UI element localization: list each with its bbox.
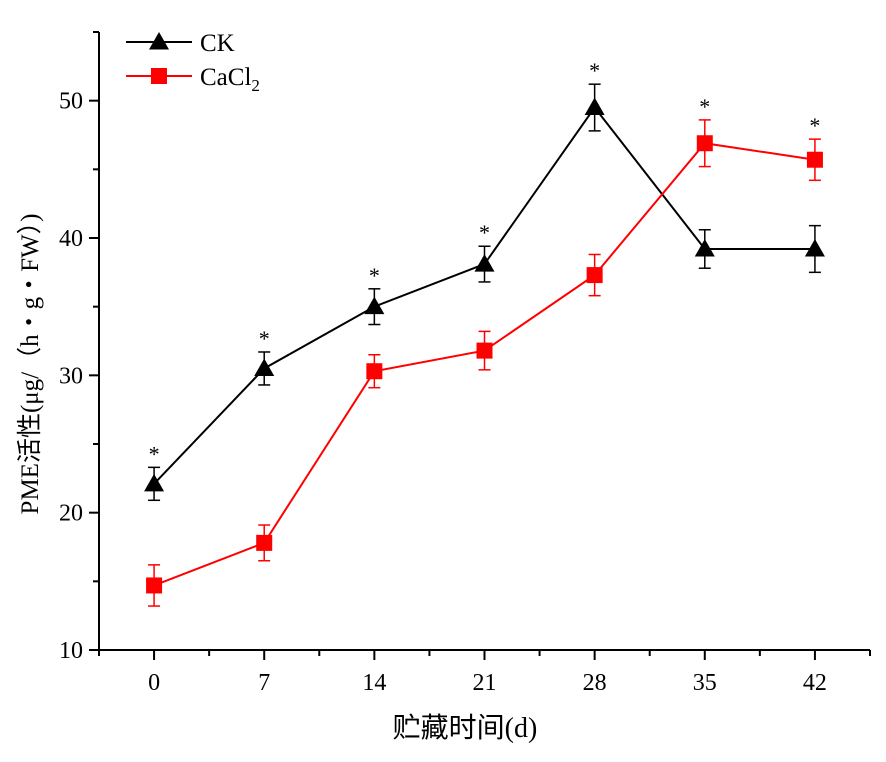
x-tick-label: 0	[148, 670, 160, 696]
significance-marker: *	[369, 263, 380, 288]
legend-label: CK	[200, 30, 235, 57]
y-tick-label: 10	[59, 638, 83, 664]
significance-marker: *	[259, 326, 270, 351]
data-point	[804, 238, 825, 257]
series-cacl2: **	[146, 94, 823, 607]
legend-item-cacl2: CaCl2	[126, 64, 260, 95]
data-point	[366, 363, 383, 380]
legend-marker	[151, 68, 167, 84]
x-tick-label: 35	[693, 670, 717, 696]
x-tick-label: 28	[583, 670, 607, 696]
series-ck: * * * * *	[144, 58, 825, 502]
significance-marker: *	[589, 58, 600, 83]
significance-marker: *	[479, 220, 490, 245]
data-point	[584, 97, 605, 116]
x-tick-label: 42	[803, 670, 827, 696]
x-axis-label: 贮藏时间(d)	[393, 712, 538, 744]
tick-marks: 10 20 30 40 50 0 7 14 21 28 35 42	[59, 31, 871, 696]
data-point	[146, 577, 163, 594]
y-tick-label: 20	[59, 501, 83, 527]
significance-marker: *	[809, 113, 820, 138]
y-tick-label: 50	[59, 89, 83, 115]
legend-label: CaCl2	[200, 64, 260, 95]
data-point	[364, 296, 385, 315]
y-tick-label: 30	[59, 363, 83, 389]
data-point	[586, 267, 603, 284]
legend: CK CaCl2	[126, 30, 260, 95]
y-tick-label: 40	[59, 226, 83, 252]
y-axis-label: PME活性(μg/（h・g・FW）)	[16, 214, 44, 515]
legend-marker	[149, 32, 169, 50]
data-point	[694, 238, 715, 257]
legend-item-ck: CK	[126, 30, 235, 57]
data-point	[254, 358, 275, 376]
significance-marker: *	[149, 441, 160, 466]
data-point	[144, 473, 165, 492]
data-point	[476, 342, 493, 359]
data-point	[256, 534, 273, 551]
x-tick-label: 14	[362, 670, 386, 696]
significance-marker: *	[699, 94, 710, 119]
x-tick-label: 21	[473, 670, 497, 696]
x-tick-label: 7	[258, 670, 270, 696]
data-point	[806, 151, 823, 168]
data-point	[474, 254, 495, 272]
series-line	[153, 105, 815, 485]
series-group: *******	[144, 58, 825, 607]
data-point	[696, 135, 713, 152]
